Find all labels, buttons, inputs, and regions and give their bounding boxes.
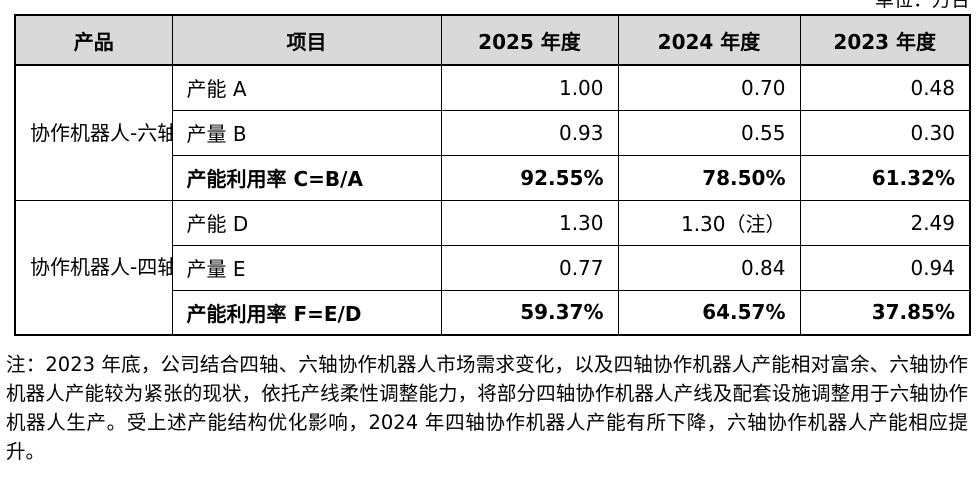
value-2023: 61.32% <box>799 154 971 201</box>
value-2024: 78.50% <box>617 154 801 201</box>
value-2023: 0.30 <box>799 109 971 156</box>
item-cell: 产能利用率 C=B/A <box>171 154 442 201</box>
item-cell: 产量 E <box>171 244 442 291</box>
value-2025: 0.93 <box>440 109 619 156</box>
value-2023: 2.49 <box>799 199 971 246</box>
table-header-row: 产品 项目 2025 年度 2024 年度 2023 年度 <box>14 14 971 66</box>
value-2025: 1.30 <box>440 199 619 246</box>
value-2025: 1.00 <box>440 64 619 111</box>
table-row: 协作机器人-四轴 产能 D 1.30 1.30（注） 2.49 <box>14 199 971 336</box>
item-cell: 产能利用率 F=E/D <box>171 289 442 336</box>
item-cell: 产能 A <box>171 64 442 111</box>
value-2024: 1.30（注） <box>617 199 801 246</box>
header-2024: 2024 年度 <box>617 14 801 66</box>
footnote: 注：2023 年底，公司结合四轴、六轴协作机器人市场需求变化，以及四轴协作机器人… <box>6 353 968 463</box>
value-2024: 0.84 <box>617 244 801 291</box>
item-cell: 产量 B <box>171 109 442 156</box>
value-2025: 59.37% <box>440 289 619 336</box>
header-2023: 2023 年度 <box>799 14 971 66</box>
unit-note: 单位：万台 <box>874 0 970 11</box>
table-row: 协作机器人-六轴 产能 A 1.00 0.70 0.48 <box>14 64 971 201</box>
value-2023: 37.85% <box>799 289 971 336</box>
product-cell-four-axis: 协作机器人-四轴 <box>14 199 173 336</box>
header-item: 项目 <box>171 14 442 66</box>
capacity-table: 产品 项目 2025 年度 2024 年度 2023 年度 协作机器人-六轴 产… <box>14 14 971 336</box>
table-row: 产能利用率 F=E/D 59.37% 64.57% 37.85% <box>15 289 971 336</box>
value-2025: 0.77 <box>440 244 619 291</box>
product-cell-six-axis: 协作机器人-六轴 <box>14 64 173 201</box>
header-product: 产品 <box>14 14 173 66</box>
value-2023: 0.48 <box>799 64 971 111</box>
value-2024: 0.55 <box>617 109 801 156</box>
item-cell: 产能 D <box>171 199 442 246</box>
value-2024: 0.70 <box>617 64 801 111</box>
header-2025: 2025 年度 <box>440 14 619 66</box>
value-2023: 0.94 <box>799 244 971 291</box>
table-row: 产量 E 0.77 0.84 0.94 <box>15 244 971 291</box>
value-2024: 64.57% <box>617 289 801 336</box>
value-2025: 92.55% <box>440 154 619 201</box>
